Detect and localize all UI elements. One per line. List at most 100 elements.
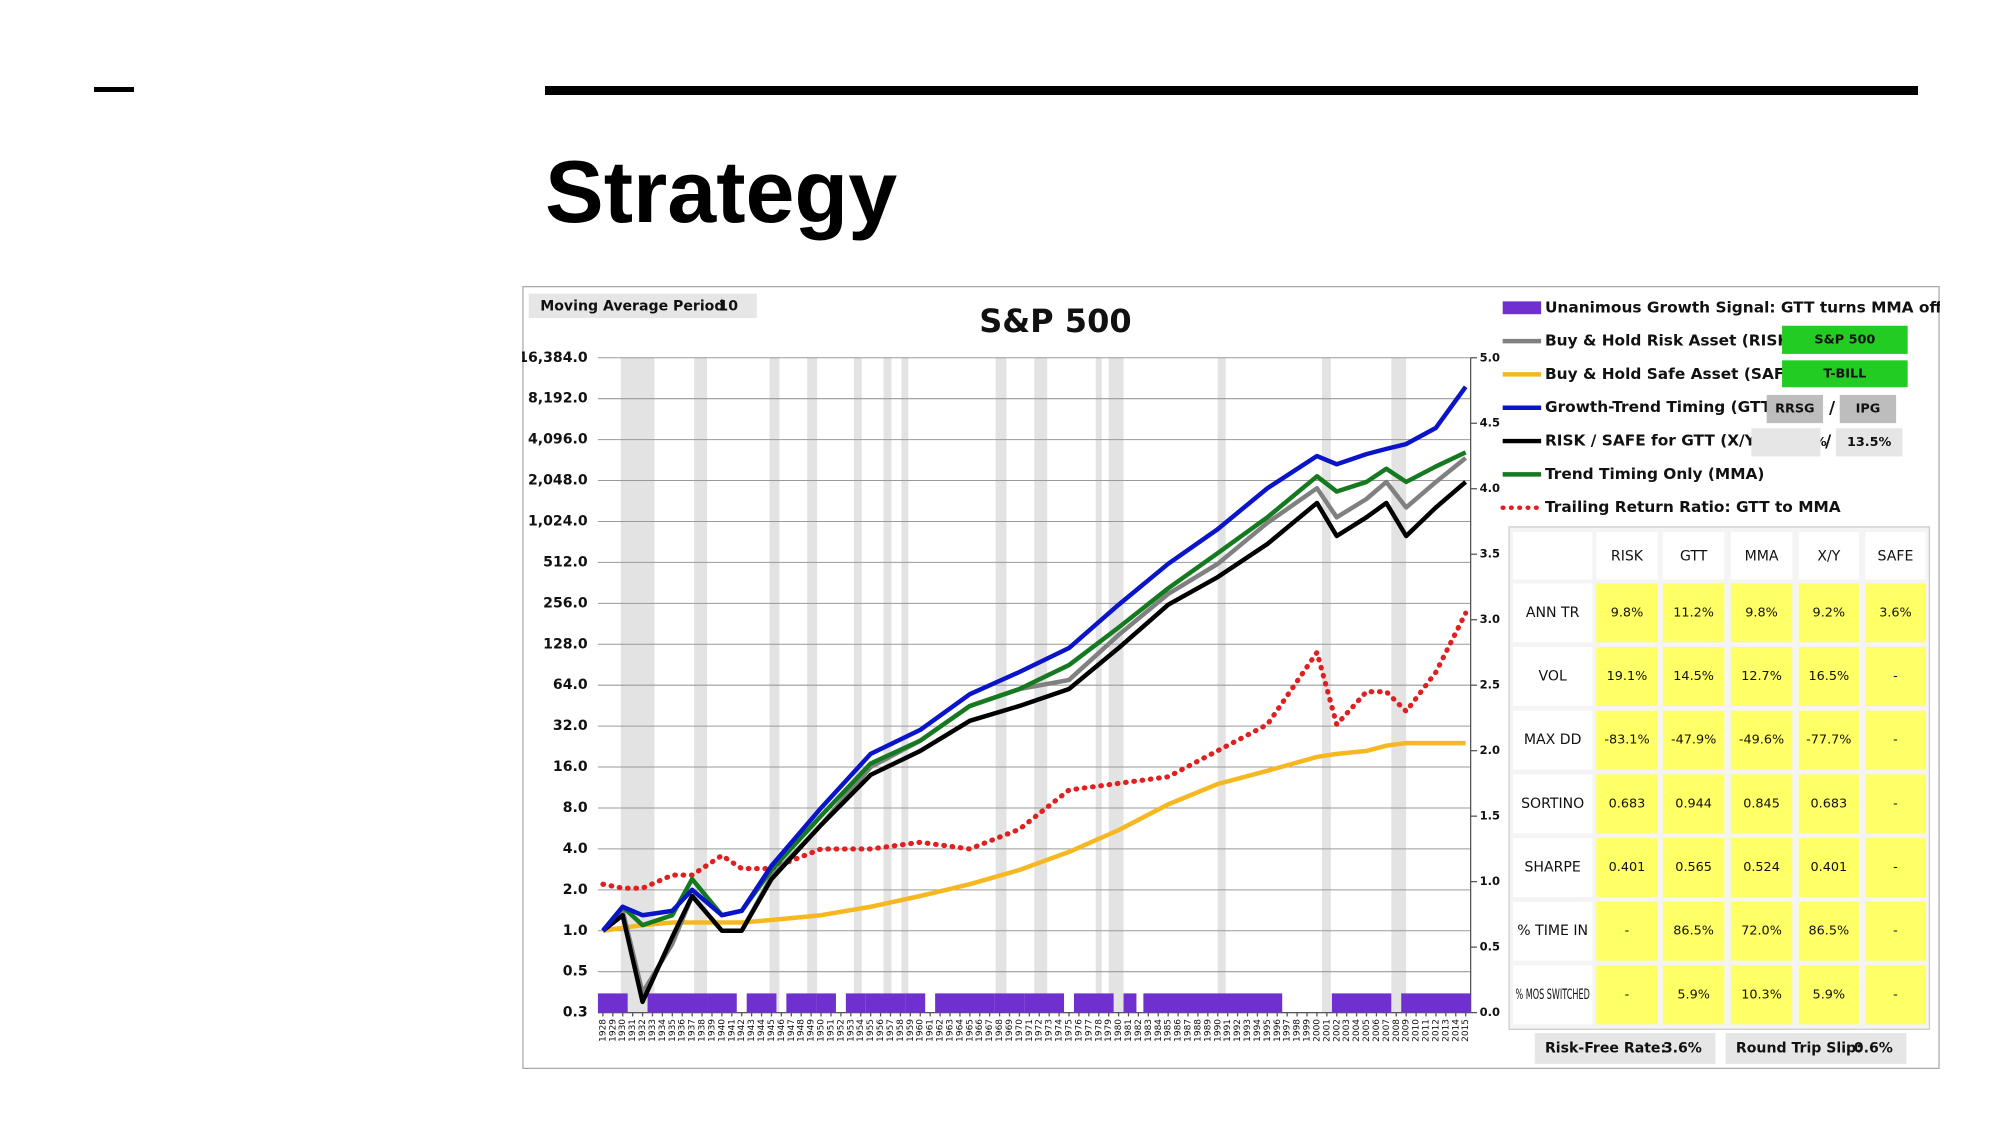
signal-bar [994,993,1025,1013]
table-cell: 9.8% [1611,605,1644,620]
table-cell: -47.9% [1671,733,1716,748]
y-tick-label: 0.5 [563,964,588,980]
ma-label: Moving Average Period [540,299,724,315]
data-cell [1798,965,1859,1025]
risk-free-value: 3.6% [1663,1040,1702,1056]
legend-label: Growth-Trend Timing (GTT): [1545,398,1784,416]
x-tick-label: 2009 [1402,1019,1412,1042]
x-tick-label: 1972 [1035,1019,1045,1042]
row-label-cell [1512,965,1593,1025]
row-label-cell [1512,710,1593,770]
signal-bar [1073,993,1114,1013]
y-tick-label: 2.0 [563,882,588,898]
x-tick-label: 1978 [1094,1019,1104,1042]
table-cell: 5.9% [1677,987,1710,1002]
x-tick-label: 1987 [1184,1019,1194,1042]
table-cell: 3.6% [1879,605,1912,620]
y-tick-label: 1,024.0 [528,513,588,529]
data-cell [1865,965,1926,1025]
x-tick-label: 1933 [648,1019,658,1042]
data-cell [1798,838,1859,898]
x-tick-label: 1944 [757,1019,767,1042]
x-tick-label: 1939 [707,1019,717,1042]
table-cell: - [1893,796,1898,811]
y2-tick-label: 0.0 [1480,1005,1500,1019]
signal-bar [647,993,708,1013]
slide-dash [94,87,134,92]
x-tick-label: 1981 [1124,1019,1134,1042]
data-cell [1798,901,1859,961]
data-cell [1596,901,1658,961]
x-tick-label: 1956 [876,1019,886,1042]
x-tick-label: 1997 [1283,1019,1293,1042]
data-cell [1730,710,1793,770]
signal-bar [1331,993,1392,1013]
data-cell [1596,647,1658,706]
y-tick-label: 2,048.0 [528,473,588,489]
table-cell: -49.6% [1739,733,1784,748]
x-tick-label: 2010 [1412,1019,1422,1042]
slip-label: Round Trip Slip: [1736,1040,1862,1056]
table-cell: 0.401 [1609,860,1646,875]
x-tick-label: 1980 [1114,1019,1124,1042]
table-cell: 72.0% [1741,924,1782,939]
data-cell [1865,647,1926,706]
table-cell: 86.5% [1673,924,1714,939]
data-cell [1865,583,1926,643]
x-tick-label: 1966 [975,1019,985,1042]
slide-title: Strategy [545,142,898,241]
table-cell: 0.683 [1609,796,1646,811]
legend-label: Trend Timing Only (MMA) [1545,465,1764,483]
gtt-model: RRSG [1775,402,1814,417]
table-cell: 0.524 [1743,860,1780,875]
table-cell: 5.9% [1813,987,1846,1002]
data-cell [1662,965,1725,1025]
y-tick-label: 128.0 [543,636,588,652]
xy-split-bg [1751,428,1821,457]
x-tick-label: 2015 [1461,1019,1471,1042]
x-tick-label: 2014 [1451,1019,1461,1042]
series-line [601,385,1468,933]
table-cell: 19.1% [1607,669,1648,684]
x-tick-label: 1928 [598,1019,608,1042]
y2-tick-label: 4.5 [1480,416,1500,430]
x-tick-label: 1952 [836,1019,846,1042]
data-cell [1730,647,1793,706]
table-cell: 0.565 [1675,860,1712,875]
signal-bar [707,993,737,1013]
table-cell: -77.7% [1806,733,1851,748]
data-cell [1662,901,1725,961]
data-cell [1662,647,1725,706]
x-tick-label: 1974 [1055,1019,1065,1042]
corner-cell [1512,532,1593,580]
table-cell: 16.5% [1808,669,1849,684]
x-tick-label: 1938 [698,1019,708,1042]
x-tick-label: 1955 [866,1019,876,1042]
x-tick-label: 1971 [1025,1019,1035,1042]
row-label: SHARPE [1524,860,1580,876]
y2-tick-label: 5.0 [1480,350,1500,364]
x-tick-label: 2007 [1382,1019,1392,1042]
table-cell: - [1893,924,1898,939]
x-tick-label: 1946 [777,1019,787,1042]
table-cell: - [1625,924,1630,939]
x-tick-label: 1961 [926,1019,936,1042]
x-tick-label: 1982 [1134,1019,1144,1042]
series-line [601,480,1468,1005]
x-tick-label: 1988 [1193,1019,1203,1042]
x-tick-label: 2006 [1372,1019,1382,1042]
x-tick-label: 1996 [1273,1019,1283,1042]
x-tick-label: 1960 [916,1019,926,1042]
x-tick-label: 1969 [1005,1019,1015,1042]
data-cell [1730,774,1793,834]
x-tick-label: 1935 [668,1019,678,1042]
y2-tick-label: 4.0 [1480,481,1500,495]
x-tick-label: 1975 [1064,1019,1074,1042]
signal-bar [935,993,995,1013]
y2-tick-label: 0.5 [1480,940,1500,954]
y-tick-label: 64.0 [553,677,588,693]
x-tick-label: 1962 [936,1019,946,1042]
row-label: MAX DD [1524,732,1582,748]
data-cell [1596,965,1658,1025]
x-tick-label: 2004 [1352,1019,1362,1042]
